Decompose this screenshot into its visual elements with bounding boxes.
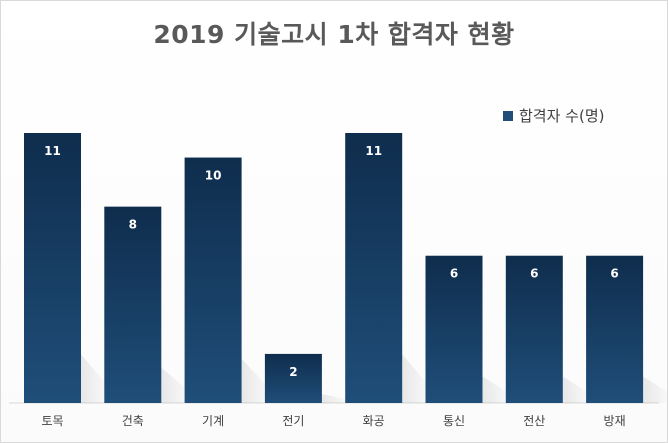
data-label: 6 xyxy=(450,267,458,281)
bar-shadow xyxy=(321,394,352,403)
category-label: 전기 xyxy=(282,414,304,428)
bar-shadow xyxy=(402,354,433,403)
bar-통신 xyxy=(425,255,483,403)
category-label: 건축 xyxy=(122,414,144,428)
data-label: 2 xyxy=(289,365,297,379)
bar-화공 xyxy=(345,133,403,403)
category-label: 방재 xyxy=(604,414,626,428)
data-label: 11 xyxy=(44,144,61,158)
data-label: 6 xyxy=(530,267,538,281)
bar-기계 xyxy=(184,157,242,403)
chart-legend: 합격자 수(명) xyxy=(503,105,604,126)
data-label: 6 xyxy=(610,267,618,281)
category-label: 통신 xyxy=(443,414,465,428)
bar-shadow xyxy=(81,354,111,403)
bar-전산 xyxy=(505,255,563,403)
bar-shadow xyxy=(643,376,667,403)
bar-shadow xyxy=(482,376,513,403)
bar-토목 xyxy=(24,133,81,403)
data-label: 10 xyxy=(205,169,222,183)
bar-shadow xyxy=(161,367,192,403)
legend-label: 합격자 수(명) xyxy=(519,107,605,125)
bar-건축 xyxy=(104,206,162,403)
data-label: 11 xyxy=(365,144,382,158)
category-label: 전산 xyxy=(523,414,545,428)
data-label: 8 xyxy=(129,218,137,232)
category-label: 화공 xyxy=(363,414,385,428)
bar-shadow xyxy=(241,358,272,403)
chart-title: 2019 기술고시 1차 합격자 현황 xyxy=(153,20,515,49)
category-label: 토목 xyxy=(41,414,63,428)
legend-swatch xyxy=(503,110,513,121)
category-label: 기계 xyxy=(202,414,224,428)
bar-전기 xyxy=(264,353,322,403)
bar-방재 xyxy=(586,255,644,403)
bar-shadow xyxy=(562,376,593,403)
